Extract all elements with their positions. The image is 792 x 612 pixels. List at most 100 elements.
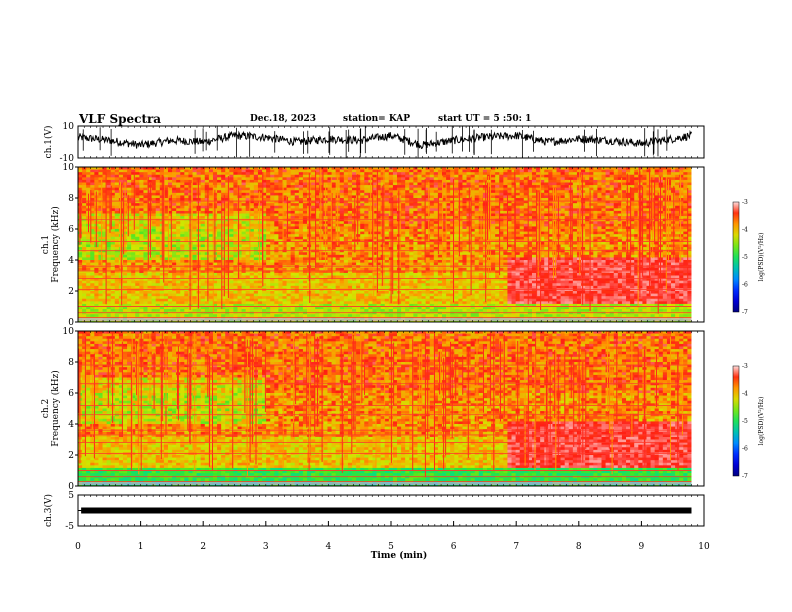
- spectrogram-cell: [319, 185, 324, 189]
- spectrogram-cell: [204, 270, 210, 274]
- spectrogram-cell: [82, 309, 87, 313]
- spectrogram-cell: [217, 301, 222, 305]
- spectrogram-cell: [307, 283, 312, 287]
- spectrogram-cell: [151, 257, 157, 261]
- spectrogram-cell: [319, 169, 324, 173]
- spectrogram-cell: [335, 309, 341, 313]
- spectrogram-cell: [315, 208, 320, 212]
- spectrogram-cell: [163, 285, 169, 289]
- spectrogram-cell: [163, 252, 169, 256]
- spectrogram-cell: [188, 236, 193, 240]
- spectrogram-cell: [155, 260, 161, 263]
- spectrogram-cell: [151, 296, 157, 300]
- spectrogram-cell: [204, 260, 210, 263]
- spectrogram-cell: [290, 182, 296, 186]
- spectrogram-cell: [167, 303, 173, 307]
- spectrogram-cell: [401, 218, 406, 222]
- spectrogram-cell: [270, 179, 275, 183]
- spectrogram-cell: [319, 296, 324, 300]
- spectrogram-cell: [302, 210, 308, 214]
- spectrogram-cell: [90, 257, 95, 261]
- spectrogram-cell: [143, 239, 148, 243]
- spectrogram-cell: [352, 314, 357, 318]
- spectrogram-cell: [78, 169, 83, 173]
- spectrogram-cell: [372, 254, 377, 258]
- spectrogram-cell: [86, 244, 91, 248]
- spectrogram-cell: [208, 167, 214, 170]
- spectrogram-cell: [339, 285, 345, 289]
- spectrogram-cell: [241, 200, 247, 204]
- spectrogram-cell: [413, 190, 418, 194]
- spectrogram-cell: [286, 247, 292, 251]
- spectrogram-cell: [397, 174, 402, 178]
- spectrogram-cell: [274, 174, 279, 178]
- spectrogram-cell: [331, 213, 337, 217]
- spectrogram-cell: [225, 223, 230, 227]
- spectrogram-cell: [143, 195, 148, 199]
- spectrogram-cell: [294, 203, 300, 207]
- spectrogram-cell: [290, 221, 296, 225]
- spectrogram-cell: [118, 303, 124, 307]
- spectrogram-cell: [253, 195, 259, 199]
- spectrogram-cell: [356, 221, 361, 225]
- spectrogram-cell: [86, 303, 91, 307]
- spectrogram-cell: [135, 226, 140, 230]
- spectrogram-cell: [298, 200, 304, 204]
- spectrogram-cell: [78, 174, 83, 178]
- spectrogram-cell: [212, 298, 218, 302]
- spectrogram-cell: [401, 182, 406, 186]
- spectrogram-cell: [147, 210, 153, 214]
- spectrogram-cell: [90, 190, 95, 194]
- spectrogram-cell: [241, 185, 247, 189]
- spectrogram-cell: [401, 185, 406, 189]
- spectrogram-cell: [94, 280, 99, 284]
- spectrogram-cell: [368, 293, 373, 297]
- spectrogram-cell: [343, 236, 349, 240]
- spectrogram-cell: [253, 179, 259, 183]
- spectrogram-cell: [245, 247, 251, 251]
- spectrogram-cell: [82, 177, 87, 181]
- spectrogram-cell: [204, 200, 210, 204]
- spectrogram-cell: [200, 309, 206, 313]
- spectrogram-cell: [401, 210, 406, 214]
- spectrogram-cell: [90, 172, 95, 176]
- spectrogram-cell: [110, 306, 116, 310]
- spectrogram-cell: [298, 167, 304, 170]
- spectrogram-cell: [278, 296, 283, 300]
- spectrogram-cell: [376, 291, 382, 294]
- spectrogram-cell: [302, 247, 308, 251]
- spectrogram-cell: [106, 262, 112, 266]
- spectrogram-cell: [180, 267, 185, 271]
- spectrogram-cell: [188, 190, 193, 194]
- spectrogram-cell: [343, 301, 349, 305]
- spectrogram-cell: [323, 169, 328, 173]
- spectrogram-cell: [208, 218, 214, 222]
- spectrogram-cell: [274, 278, 279, 282]
- spectrogram-cell: [315, 278, 320, 282]
- spectrogram-cell: [274, 169, 279, 173]
- spectrogram-cell: [221, 311, 226, 315]
- spectrogram-cell: [257, 260, 263, 263]
- spectrogram-cell: [192, 236, 198, 240]
- spectrogram-cell: [225, 285, 230, 289]
- spectrogram-cell: [180, 249, 185, 253]
- spectrogram-cell: [290, 210, 296, 214]
- spectrogram-cell: [155, 280, 161, 284]
- spectrogram-cell: [327, 229, 332, 232]
- spectrogram-cell: [372, 267, 377, 271]
- spectrogram-cell: [106, 200, 112, 204]
- spectrogram-cell: [266, 234, 271, 238]
- spectrogram-cell: [200, 280, 206, 284]
- spectrogram-cell: [184, 265, 189, 269]
- spectrogram-cell: [147, 187, 153, 191]
- spectrogram-cell: [372, 309, 377, 313]
- spectrogram-cell: [327, 314, 332, 318]
- spectrogram-cell: [90, 223, 95, 227]
- spectrogram-cell: [98, 260, 103, 263]
- spectrogram-cell: [90, 280, 95, 284]
- spectrogram-cell: [409, 179, 414, 183]
- spectrogram-cell: [249, 213, 255, 217]
- spectrogram-cell: [352, 203, 357, 207]
- spectrogram-cell: [237, 190, 242, 194]
- spectrogram-cell: [315, 285, 320, 289]
